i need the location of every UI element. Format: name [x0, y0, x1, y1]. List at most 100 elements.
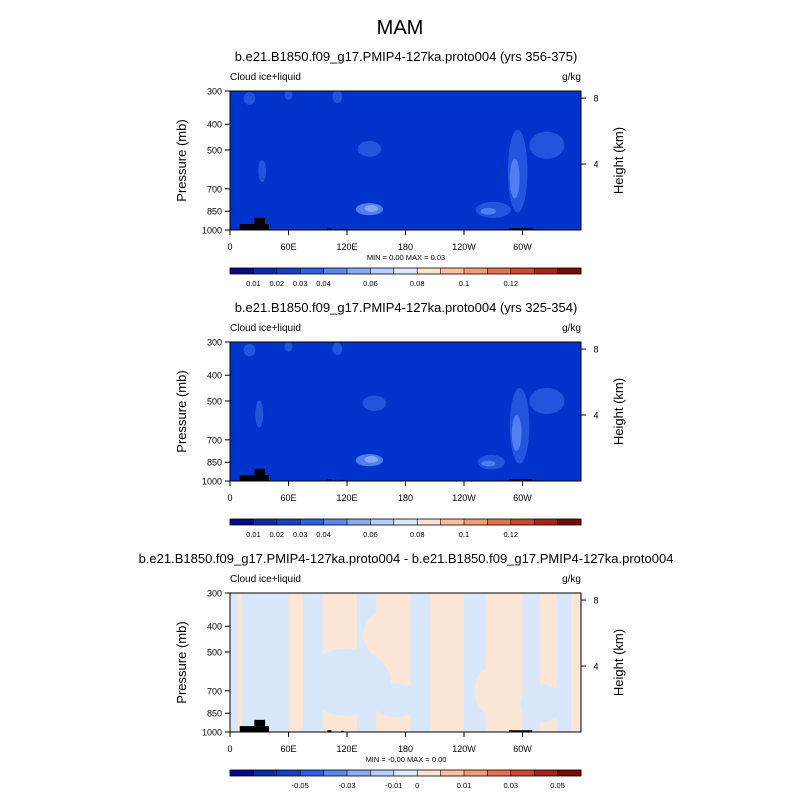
field-blob: [284, 342, 293, 352]
colorbar-swatch: [557, 519, 582, 525]
field-background: [230, 91, 581, 230]
colorbar-swatch: [417, 268, 441, 274]
y-tick-label: 700: [207, 435, 222, 445]
land-mask: [239, 224, 269, 230]
colorbar-swatch: [534, 770, 558, 776]
colorbar-label: 0.05: [550, 781, 565, 790]
land-mask: [239, 726, 269, 732]
x-tick-label: 120E: [336, 493, 357, 503]
y-tick-label: 1000: [202, 728, 222, 738]
colorbar-swatch: [230, 268, 254, 274]
x-tick-label: 120E: [336, 744, 357, 754]
colorbar-label: 0.01: [246, 279, 261, 288]
colorbar-label: 0.06: [363, 530, 378, 539]
colorbar-swatch: [253, 268, 278, 274]
colorbar-frame: [229, 518, 582, 526]
colorbar-swatch: [440, 519, 465, 525]
field-blob: [364, 456, 379, 463]
colorbar-swatch: [323, 770, 348, 776]
colorbar-swatch: [300, 770, 324, 776]
height-tick-label: 4: [593, 662, 598, 672]
field-blob: [364, 205, 379, 212]
left-label: Cloud ice+liquid: [230, 323, 301, 334]
chart-panel-3: b.e21.B1850.f09_g17.PMIP4-127ka.proto004…: [139, 551, 674, 790]
field-blob: [520, 684, 564, 723]
colorbar-swatch: [253, 770, 278, 776]
field: [230, 593, 581, 732]
x-tick-label: 120W: [452, 242, 476, 252]
y-axis-label: Pressure (mb): [174, 621, 189, 703]
x-tick-label: 60W: [513, 744, 532, 754]
colorbar-swatch: [487, 519, 512, 525]
y-tick-label: 500: [207, 647, 222, 657]
colorbar-swatch: [534, 268, 558, 274]
colorbar-swatch: [464, 519, 488, 525]
field-blob: [243, 92, 256, 105]
colorbar-label: 0.01: [457, 781, 472, 790]
field-blob: [243, 343, 256, 357]
colorbar-label: 0.03: [503, 781, 518, 790]
height-tick-label: 4: [593, 160, 598, 170]
colorbar-swatch: [276, 519, 301, 525]
colorbar-label: 0.12: [503, 530, 518, 539]
y-tick-label: 700: [207, 686, 222, 696]
field: [230, 342, 581, 481]
colorbar-swatch: [300, 268, 324, 274]
y-tick-label: 500: [207, 145, 222, 155]
land-mask: [327, 730, 332, 732]
y-tick-label: 300: [207, 589, 222, 599]
land-mask: [254, 217, 266, 225]
right-label: g/kg: [562, 323, 581, 334]
colorbar-swatch: [510, 519, 535, 525]
height-tick-label: 8: [593, 596, 598, 606]
height-tick-label: 8: [593, 345, 598, 355]
y-tick-label: 700: [207, 184, 222, 194]
height-tick-label: 4: [593, 411, 598, 421]
x-tick-label: 0: [227, 493, 232, 503]
colorbar-swatch: [347, 268, 371, 274]
colorbar-swatch: [510, 770, 535, 776]
colorbar-swatch: [347, 770, 371, 776]
colorbar-label: 0.03: [293, 530, 308, 539]
field-blob: [529, 387, 565, 415]
x-tick-label: 0: [227, 744, 232, 754]
colorbar-label: 0.04: [316, 279, 331, 288]
field-blob: [332, 91, 343, 104]
colorbar-swatch: [276, 268, 301, 274]
colorbar-swatch: [417, 519, 441, 525]
y-tick-label: 850: [207, 207, 222, 217]
land-mask: [327, 228, 332, 230]
colorbar-swatch: [464, 268, 488, 274]
field-band: [230, 593, 238, 732]
y-tick-label: 300: [207, 338, 222, 348]
colorbar-label: 0.12: [503, 279, 518, 288]
field: [230, 91, 581, 230]
colorbar-swatch: [393, 519, 418, 525]
y-axis-label: Pressure (mb): [174, 370, 189, 452]
field-band: [241, 593, 289, 732]
colorbar-label: 0.1: [459, 530, 469, 539]
colorbar-label: 0.01: [246, 530, 261, 539]
colorbar-swatch: [557, 268, 582, 274]
land-mask: [341, 730, 345, 732]
y-tick-label: 400: [207, 622, 222, 632]
right-label: g/kg: [562, 72, 581, 83]
colorbar-swatch: [487, 268, 512, 274]
x-tick-label: 180: [398, 242, 413, 252]
x-tick-label: 120W: [452, 744, 476, 754]
colorbar-swatch: [464, 770, 488, 776]
field-blob: [529, 131, 565, 159]
colorbar-swatch: [440, 770, 465, 776]
colorbar-swatch: [230, 770, 254, 776]
colorbar-swatch: [487, 770, 512, 776]
figure-title: MAM: [377, 17, 424, 39]
colorbar-label: -0.01: [385, 781, 402, 790]
y-tick-label: 400: [207, 371, 222, 381]
y-tick-label: 300: [207, 87, 222, 97]
height-tick-label: 8: [593, 94, 598, 104]
field-band: [464, 593, 486, 732]
y-tick-label: 1000: [202, 477, 222, 487]
colorbar-frame: [229, 769, 582, 777]
land-mask: [341, 479, 345, 481]
